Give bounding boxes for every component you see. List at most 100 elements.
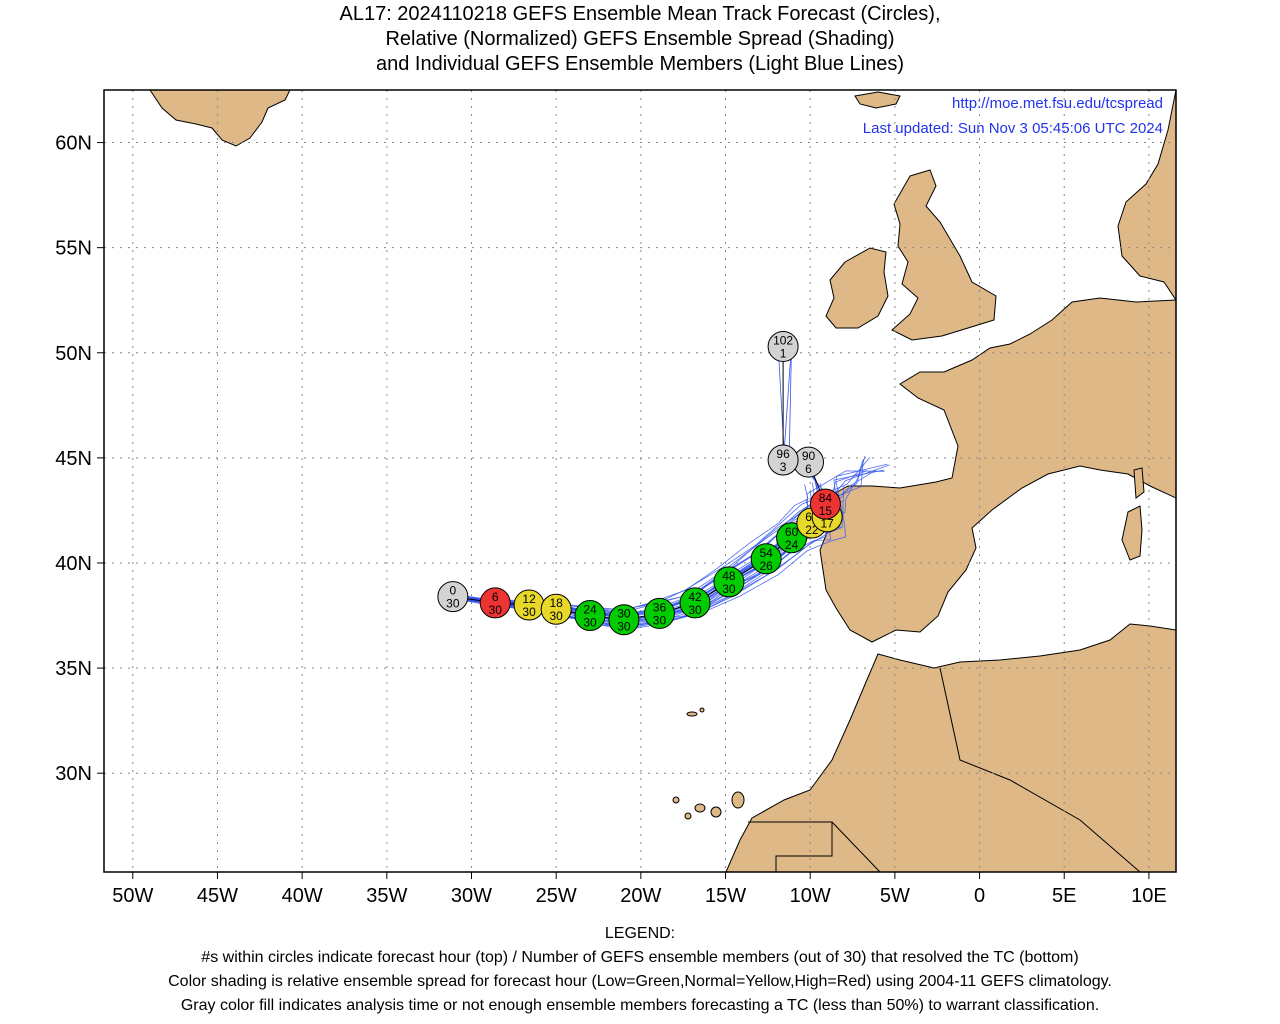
track-point-members: 30 <box>522 605 536 619</box>
track-point-members: 30 <box>617 620 631 634</box>
track-point-hour: 60 <box>785 525 799 539</box>
legend-heading: LEGEND: <box>604 925 676 942</box>
track-point-hour: 12 <box>522 592 536 606</box>
tick-label-lon: 10E <box>1131 885 1167 907</box>
track-point-circle <box>713 566 745 598</box>
canary-islands <box>672 791 745 820</box>
tick-label-lon: 15W <box>705 885 746 907</box>
tick-label-lon: 40W <box>282 885 323 907</box>
track-point-hour: 42 <box>688 590 702 604</box>
track-point: 630 <box>479 587 511 619</box>
track-point-members: 30 <box>688 603 702 617</box>
track-point: 963 <box>767 444 799 476</box>
track-point: 1021 <box>767 330 799 362</box>
landmass-greenland <box>149 90 291 147</box>
track-point-circle <box>608 604 640 636</box>
landmass-iceland <box>854 91 901 109</box>
track-point-hour: 36 <box>653 600 667 614</box>
landmass-sardinia <box>1121 505 1143 561</box>
landmass-corsica <box>1133 467 1145 499</box>
track-point-circle <box>809 488 841 520</box>
track-point-hour: 0 <box>450 584 457 598</box>
tick-label-lon: 25W <box>536 885 577 907</box>
legend-line-2: Color shading is relative ensemble sprea… <box>168 973 1112 990</box>
track-point-members: 1 <box>780 346 787 360</box>
track-point-circle <box>540 593 572 625</box>
track-point-hour: 30 <box>617 607 631 621</box>
tick-label-lat: 30N <box>55 763 92 785</box>
landmass-great-britain <box>891 169 997 341</box>
track-point: 030 <box>437 581 469 613</box>
track-point-hour: 54 <box>759 546 773 560</box>
land-layer <box>149 90 1176 872</box>
legend-line-3: Gray color fill indicates analysis time … <box>180 997 1100 1014</box>
credits-url: http://moe.met.fsu.edu/tcspread <box>952 95 1163 112</box>
track-point-members: 17 <box>820 517 834 531</box>
tick-label-lat: 40N <box>55 553 92 575</box>
track-point-members: 24 <box>785 538 799 552</box>
track-point-members: 6 <box>805 462 812 476</box>
tick-label-lat: 60N <box>55 133 92 155</box>
track-point-hour: 96 <box>776 447 790 461</box>
track-point-members: 26 <box>759 559 773 573</box>
tick-label-lat: 35N <box>55 658 92 680</box>
track-point-hour: 6 <box>492 590 499 604</box>
track-point-circle <box>437 581 469 613</box>
track-point-members: 30 <box>583 616 597 630</box>
track-point-members: 30 <box>653 613 667 627</box>
tick-label-lon: 5W <box>880 885 910 907</box>
tick-label-lon: 35W <box>366 885 407 907</box>
legend-line-1: #s within circles indicate forecast hour… <box>201 949 1079 966</box>
tick-label-lon: 5E <box>1052 885 1076 907</box>
tick-label-lon: 45W <box>197 885 238 907</box>
track-point-members: 3 <box>780 460 787 474</box>
landmass-ireland <box>825 247 889 329</box>
tick-label-lat: 50N <box>55 343 92 365</box>
tick-label-lon: 30W <box>451 885 492 907</box>
track-point-members: 30 <box>549 609 563 623</box>
tick-label-lon: 50W <box>112 885 153 907</box>
axis-ticks: 50W 45W 40W 35W 30W 25W 20W 15W 10W 5W 0 5E 10E 60N 55… <box>55 133 1166 907</box>
border-lines <box>748 667 1141 872</box>
track-point-members: 30 <box>722 582 736 596</box>
grid-lines <box>104 90 1176 872</box>
track-point-hour: 102 <box>773 333 793 347</box>
track-point-circle <box>767 330 799 362</box>
track-point-circle <box>767 444 799 476</box>
track-point-circle <box>643 597 675 629</box>
tick-label-lat: 55N <box>55 238 92 260</box>
track-point-hour: 18 <box>549 596 563 610</box>
plot-frame <box>103 89 1177 873</box>
tick-label-lon: 10W <box>790 885 831 907</box>
track-point-circle <box>679 587 711 619</box>
madeira-islands <box>686 707 705 717</box>
track-point-members: 30 <box>446 597 460 611</box>
tick-label-lon: 0 <box>974 885 985 907</box>
tick-label-lon: 20W <box>620 885 661 907</box>
track-point-members: 30 <box>489 603 503 617</box>
track-point-circle <box>479 587 511 619</box>
track-point-hour: 84 <box>819 491 833 505</box>
track-point-members: 15 <box>819 504 833 518</box>
track-point-circle <box>574 600 606 632</box>
track-point-circle <box>750 543 782 575</box>
chart-title-line-1: AL17: 2024110218 GEFS Ensemble Mean Trac… <box>339 3 941 25</box>
track-point-hour: 48 <box>722 569 736 583</box>
tick-label-lat: 45N <box>55 448 92 470</box>
chart-title-line-3: and Individual GEFS Ensemble Members (Li… <box>375 53 905 75</box>
track-point-hour: 24 <box>583 603 597 617</box>
chart-title-line-2: Relative (Normalized) GEFS Ensemble Spre… <box>385 28 895 50</box>
credits-updated: Last updated: Sun Nov 3 05:45:06 UTC 202… <box>863 120 1163 137</box>
track-point-hour: 90 <box>802 449 816 463</box>
